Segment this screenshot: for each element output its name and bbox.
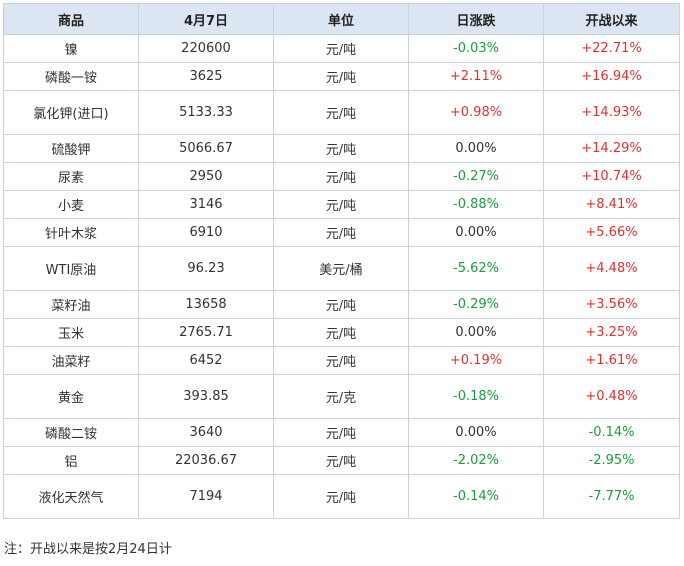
cell-price: 13658 [138,290,274,319]
cell-commodity: 磷酸一铵 [3,62,139,91]
table-row: 针叶木浆 6910 元/吨 0.00% +5.66% [3,218,680,247]
table-row: 镍 220600 元/吨 -0.03% +22.71% [3,34,680,63]
cell-since-war: -0.14% [543,418,680,447]
cell-price: 3146 [138,190,274,219]
cell-unit: 元/吨 [273,34,409,63]
cell-price: 2765.71 [138,318,274,347]
commodity-table: 商品 4月7日 单位 日涨跌 开战以来 镍 220600 元/吨 -0.03% +22.… [3,3,680,519]
cell-commodity: 小麦 [3,190,139,219]
cell-price: 220600 [138,34,274,63]
cell-daily-change: -0.88% [408,190,544,219]
cell-daily-change: -2.02% [408,446,544,475]
cell-since-war: +5.66% [543,218,680,247]
cell-since-war: +4.48% [543,246,680,291]
cell-price: 96.23 [138,246,274,291]
cell-unit: 元/克 [273,374,409,419]
cell-since-war: +0.48% [543,374,680,419]
cell-commodity: 镍 [3,34,139,63]
cell-since-war: +14.93% [543,90,680,135]
cell-commodity: 尿素 [3,162,139,191]
table-row: 玉米 2765.71 元/吨 0.00% +3.25% [3,318,680,347]
table-row: 尿素 2950 元/吨 -0.27% +10.74% [3,162,680,191]
column-header-since-war: 开战以来 [543,3,680,35]
cell-daily-change: -0.27% [408,162,544,191]
cell-commodity: 菜籽油 [3,290,139,319]
cell-unit: 元/吨 [273,290,409,319]
table-row: 菜籽油 13658 元/吨 -0.29% +3.56% [3,290,680,319]
cell-since-war: +10.74% [543,162,680,191]
cell-price: 393.85 [138,374,274,419]
table-row: 氯化钾(进口) 5133.33 元/吨 +0.98% +14.93% [3,90,680,135]
cell-unit: 元/吨 [273,446,409,475]
cell-unit: 元/吨 [273,134,409,163]
column-header-daily-change: 日涨跌 [408,3,544,35]
column-header-unit: 单位 [273,3,409,35]
cell-since-war: +3.25% [543,318,680,347]
cell-daily-change: 0.00% [408,218,544,247]
cell-price: 3625 [138,62,274,91]
cell-unit: 元/吨 [273,90,409,135]
table-row: 油菜籽 6452 元/吨 +0.19% +1.61% [3,346,680,375]
column-header-date: 4月7日 [138,3,274,35]
cell-daily-change: 0.00% [408,318,544,347]
cell-unit: 元/吨 [273,418,409,447]
cell-since-war: -2.95% [543,446,680,475]
cell-since-war: -7.77% [543,474,680,519]
cell-daily-change: -0.03% [408,34,544,63]
cell-commodity: 铝 [3,446,139,475]
cell-daily-change: +0.19% [408,346,544,375]
cell-since-war: +16.94% [543,62,680,91]
cell-commodity: 油菜籽 [3,346,139,375]
cell-since-war: +3.56% [543,290,680,319]
table-row: 硫酸钾 5066.67 元/吨 0.00% +14.29% [3,134,680,163]
cell-commodity: 液化天然气 [3,474,139,519]
cell-daily-change: +2.11% [408,62,544,91]
cell-price: 5066.67 [138,134,274,163]
cell-unit: 元/吨 [273,346,409,375]
column-header-commodity: 商品 [3,3,139,35]
cell-price: 2950 [138,162,274,191]
footnote: 注：开战以来是按2月24日计 [4,542,172,557]
cell-since-war: +8.41% [543,190,680,219]
cell-commodity: 针叶木浆 [3,218,139,247]
table-row: 黄金 393.85 元/克 -0.18% +0.48% [3,374,680,419]
cell-daily-change: -0.18% [408,374,544,419]
cell-commodity: WTI原油 [3,246,139,291]
cell-commodity: 磷酸二铵 [3,418,139,447]
cell-unit: 元/吨 [273,318,409,347]
table-row: 磷酸二铵 3640 元/吨 0.00% -0.14% [3,418,680,447]
cell-since-war: +22.71% [543,34,680,63]
cell-commodity: 氯化钾(进口) [3,90,139,135]
cell-daily-change: -5.62% [408,246,544,291]
cell-unit: 元/吨 [273,62,409,91]
cell-price: 6452 [138,346,274,375]
cell-commodity: 黄金 [3,374,139,419]
cell-unit: 元/吨 [273,162,409,191]
cell-daily-change: 0.00% [408,134,544,163]
cell-since-war: +1.61% [543,346,680,375]
table-row: 液化天然气 7194 元/吨 -0.14% -7.77% [3,474,680,519]
cell-price: 22036.67 [138,446,274,475]
table-row: 铝 22036.67 元/吨 -2.02% -2.95% [3,446,680,475]
cell-commodity: 硫酸钾 [3,134,139,163]
cell-unit: 元/吨 [273,218,409,247]
cell-daily-change: +0.98% [408,90,544,135]
table-row: WTI原油 96.23 美元/桶 -5.62% +4.48% [3,246,680,291]
table-row: 小麦 3146 元/吨 -0.88% +8.41% [3,190,680,219]
cell-daily-change: 0.00% [408,418,544,447]
cell-since-war: +14.29% [543,134,680,163]
cell-unit: 元/吨 [273,190,409,219]
table-header-row: 商品 4月7日 单位 日涨跌 开战以来 [3,3,680,35]
cell-daily-change: -0.14% [408,474,544,519]
cell-price: 3640 [138,418,274,447]
cell-price: 7194 [138,474,274,519]
cell-unit: 美元/桶 [273,246,409,291]
table-body: 镍 220600 元/吨 -0.03% +22.71% 磷酸一铵 3625 元/吨 +2.11%… [3,34,680,519]
cell-unit: 元/吨 [273,474,409,519]
table-row: 磷酸一铵 3625 元/吨 +2.11% +16.94% [3,62,680,91]
cell-daily-change: -0.29% [408,290,544,319]
cell-commodity: 玉米 [3,318,139,347]
cell-price: 5133.33 [138,90,274,135]
cell-price: 6910 [138,218,274,247]
